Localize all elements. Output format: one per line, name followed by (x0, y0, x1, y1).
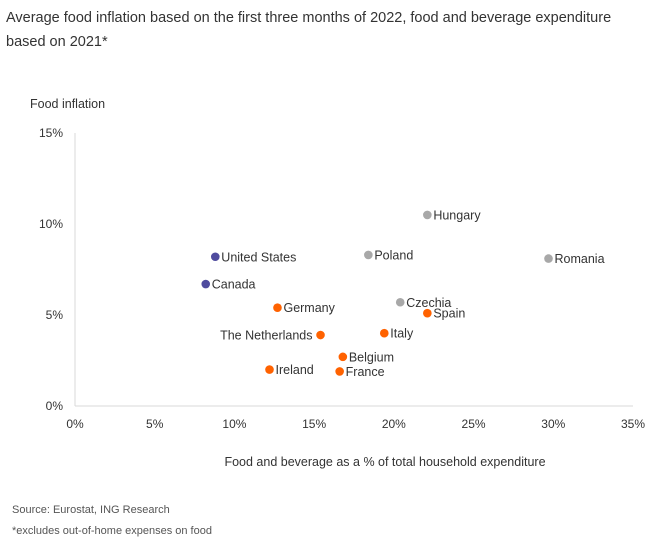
x-tick-label: 10% (222, 417, 246, 431)
point-belgium (338, 352, 348, 362)
label-canada: Canada (212, 278, 256, 292)
chart-title: Average food inflation based on the firs… (6, 10, 612, 50)
point-italy (379, 328, 389, 338)
x-tick-label: 0% (66, 417, 84, 431)
y-tick-label: 15% (39, 126, 63, 140)
source-note: Source: Eurostat, ING Research (12, 504, 170, 516)
label-france: France (346, 365, 385, 379)
label-czechia: Czechia (406, 296, 451, 310)
x-tick-label: 35% (621, 417, 645, 431)
point-poland (364, 250, 373, 260)
label-united-states: United States (221, 250, 296, 264)
label-hungary: Hungary (433, 208, 481, 222)
point-czechia (395, 297, 405, 307)
footnote: *excludes out-of-home expenses on food (12, 525, 212, 537)
x-tick-label: 25% (462, 417, 486, 431)
label-romania: Romania (555, 252, 605, 266)
point-hungary (423, 210, 432, 220)
y-tick-label: 10% (39, 217, 63, 231)
point-romania (544, 254, 553, 263)
x-tick-label: 30% (541, 417, 565, 431)
x-axis-title: Food and beverage as a % of total househ… (224, 455, 546, 469)
label-ireland: Ireland (276, 363, 314, 377)
point-united-states (210, 252, 220, 262)
x-tick-label: 15% (302, 417, 326, 431)
label-belgium: Belgium (349, 350, 394, 364)
label-italy: Italy (390, 327, 414, 341)
label-spain: Spain (433, 307, 465, 321)
axes-layer: 0% 5% 10% 15% 0% 5% 10% 15% 20% 25% 30% 35% (39, 126, 645, 431)
x-tick-label: 20% (382, 417, 406, 431)
x-tick-label: 5% (146, 417, 164, 431)
label-germany: Germany (283, 301, 335, 315)
y-tick-label: 5% (46, 308, 64, 322)
points-layer: United States Canada Germany The Netherland… (201, 208, 605, 379)
label-the-netherlands: The Netherlands (220, 329, 312, 343)
point-the-netherlands (316, 330, 325, 340)
y-axis-title: Food inflation (30, 97, 106, 111)
point-germany (273, 303, 282, 313)
point-canada (201, 279, 211, 289)
point-ireland (265, 365, 274, 374)
point-france (335, 367, 344, 376)
label-poland: Poland (374, 248, 413, 262)
point-spain (423, 308, 432, 318)
y-tick-label: 0% (46, 399, 64, 413)
